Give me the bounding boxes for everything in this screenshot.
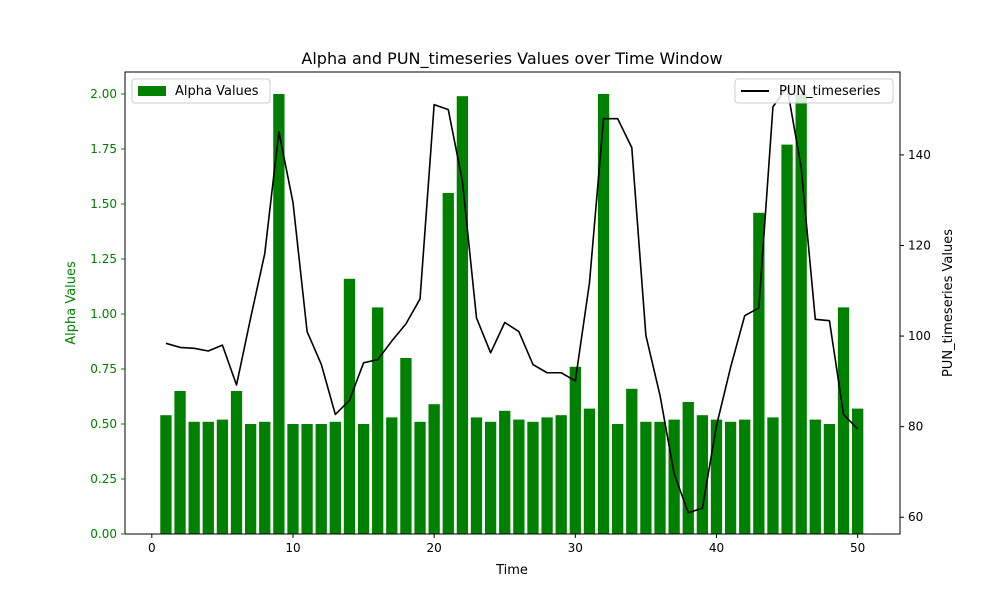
alpha-bar-13 — [329, 421, 341, 534]
x-tick-label-50: 50 — [850, 541, 865, 555]
left-tick-label-1.75: 1.75 — [90, 142, 117, 156]
alpha-bar-14 — [343, 278, 356, 534]
left-tick-label-1.5: 1.50 — [90, 197, 117, 211]
x-tick-label-10: 10 — [285, 541, 300, 555]
right-y-axis: 60 80 100 120 140 — [900, 148, 931, 524]
left-y-axis-label: Alpha Values — [64, 261, 79, 345]
alpha-bar-15 — [357, 424, 370, 534]
right-tick-label-100: 100 — [908, 329, 931, 343]
alpha-bar-17 — [386, 417, 398, 534]
alpha-bar-12 — [315, 424, 327, 534]
alpha-bar-29 — [555, 415, 567, 534]
left-tick-label-1: 1.00 — [90, 307, 117, 321]
alpha-bar-34 — [626, 388, 638, 534]
alpha-bar-23 — [470, 417, 483, 534]
alpha-bar-11 — [301, 424, 313, 534]
legend-right-label: PUN_timeseries — [779, 84, 881, 99]
left-tick-label-0: 0.00 — [90, 527, 117, 541]
alpha-bar-48 — [823, 424, 836, 534]
alpha-bar-40 — [710, 419, 723, 534]
alpha-bar-32 — [597, 94, 610, 534]
alpha-bar-49 — [837, 307, 850, 534]
alpha-bar-6 — [230, 391, 243, 534]
alpha-bar-39 — [696, 415, 709, 534]
legend-left-swatch — [138, 86, 166, 96]
alpha-bar-35 — [640, 421, 652, 534]
alpha-bar-20 — [428, 404, 440, 534]
alpha-bar-28 — [541, 417, 553, 534]
alpha-bar-8 — [259, 421, 271, 534]
legend-left: Alpha Values — [131, 78, 271, 104]
left-tick-label-2: 2.00 — [90, 87, 117, 101]
alpha-bar-24 — [484, 421, 497, 534]
left-tick-label-0.5: 0.50 — [90, 417, 117, 431]
alpha-bar-22 — [456, 96, 469, 534]
left-y-axis: 0.00 0.25 0.50 0.75 1.00 1.25 1.50 1.75 2.00 — [90, 87, 125, 541]
alpha-bar-4 — [202, 421, 214, 534]
alpha-bar-16 — [372, 307, 384, 534]
chart-title: Alpha and PUN_timeseries Values over Tim… — [301, 49, 722, 69]
alpha-bar-46 — [795, 94, 807, 534]
right-tick-label-60: 60 — [908, 510, 923, 524]
alpha-bar-36 — [654, 421, 666, 534]
alpha-bar-31 — [583, 408, 596, 534]
right-y-axis-label: PUN_timeseries Values — [941, 229, 956, 377]
alpha-bar-9 — [273, 94, 285, 534]
alpha-bar-44 — [767, 417, 779, 534]
alpha-bar-7 — [244, 424, 257, 534]
left-tick-label-0.75: 0.75 — [90, 362, 117, 376]
alpha-bar-26 — [513, 419, 525, 534]
x-tick-label-40: 40 — [709, 541, 724, 555]
alpha-bar-25 — [499, 410, 511, 534]
right-tick-label-140: 140 — [908, 148, 931, 162]
pun-line-layer — [165, 86, 859, 514]
alpha-bar-5 — [216, 419, 229, 534]
alpha-bar-33 — [612, 424, 624, 534]
x-axis-label: Time — [495, 563, 528, 578]
x-tick-label-30: 30 — [568, 541, 583, 555]
alpha-bar-30 — [569, 366, 581, 534]
left-tick-label-1.25: 1.25 — [90, 252, 117, 266]
plot-frame — [124, 71, 901, 535]
alpha-bar-41 — [724, 421, 737, 534]
alpha-bar-18 — [400, 358, 412, 534]
left-tick-label-0.25: 0.25 — [90, 472, 117, 486]
x-tick-label-0: 0 — [148, 541, 156, 555]
x-tick-label-20: 20 — [427, 541, 442, 555]
alpha-bar-38 — [682, 402, 694, 534]
right-tick-label-80: 80 — [908, 420, 923, 434]
alpha-bar-43 — [753, 212, 765, 535]
legend-right: PUN_timeseries — [734, 78, 894, 104]
alpha-bar-19 — [414, 421, 426, 534]
alpha-bar-47 — [809, 419, 821, 534]
alpha-bar-45 — [781, 144, 793, 534]
alpha-bar-42 — [739, 419, 751, 534]
alpha-bar-2 — [174, 391, 186, 534]
x-axis: 0 10 20 30 40 50 — [148, 534, 865, 555]
alpha-bar-50 — [852, 408, 864, 534]
alpha-bar-10 — [287, 424, 299, 534]
alpha-bar-27 — [527, 421, 539, 534]
alpha-bar-21 — [442, 193, 454, 534]
alpha-bar-3 — [188, 421, 200, 534]
right-tick-label-120: 120 — [908, 238, 931, 252]
alpha-bars — [160, 94, 864, 535]
pun-timeseries-line — [165, 86, 859, 514]
legend-left-label: Alpha Values — [175, 84, 259, 99]
alpha-bar-1 — [160, 415, 172, 534]
alpha-bar-37 — [668, 419, 680, 534]
